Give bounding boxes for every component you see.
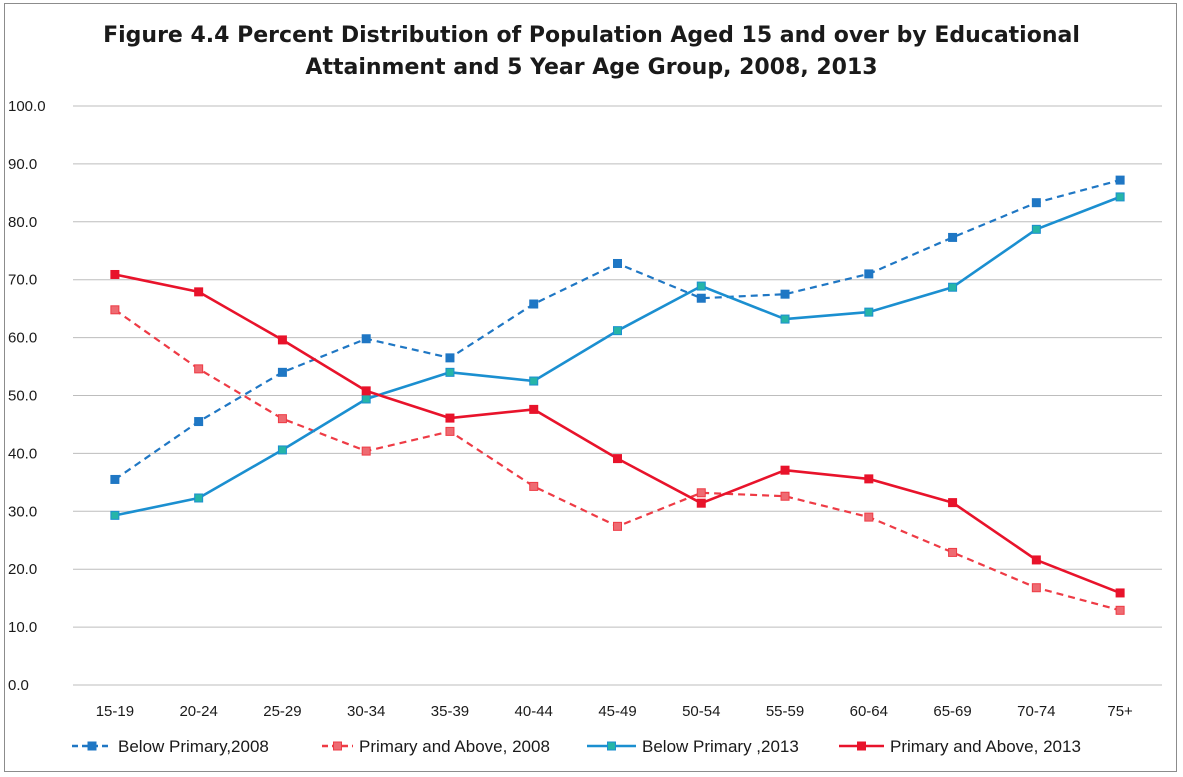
series-1-point — [948, 232, 958, 242]
x-tick-label: 70-74 — [1017, 703, 1055, 720]
series-2-point — [194, 364, 204, 374]
series-3-point — [613, 326, 622, 336]
x-tick-label: 60-64 — [850, 703, 888, 720]
y-tick-label: 0.0 — [8, 677, 29, 694]
series-3-point — [110, 510, 120, 520]
legend-label: Primary and Above, 2008 — [359, 737, 550, 756]
legend-marker — [87, 741, 97, 751]
series-1-point — [361, 334, 371, 344]
series-2-point — [613, 521, 622, 531]
legend-marker — [333, 741, 342, 751]
x-tick-label: 75+ — [1107, 703, 1133, 720]
series-line-3 — [114, 195, 1121, 517]
legend-marker — [607, 741, 616, 751]
series-1-point — [613, 258, 622, 268]
series-1-point — [696, 293, 706, 303]
y-tick-label: 70.0 — [8, 272, 37, 289]
series-1-point — [864, 269, 874, 279]
series-1-point — [194, 417, 204, 427]
series-1-point — [1115, 175, 1125, 185]
series-3-point — [529, 376, 539, 386]
x-tick-label: 50-54 — [682, 703, 720, 720]
series-4-point — [948, 498, 958, 508]
series-1-point — [1031, 198, 1041, 208]
series-4-point — [194, 287, 204, 297]
series-3-point — [948, 282, 958, 292]
y-tick-label: 60.0 — [8, 330, 37, 347]
series-2-point — [110, 305, 120, 315]
series-4-point — [780, 465, 790, 475]
series-2-point — [445, 426, 455, 436]
series-2-point — [529, 481, 539, 491]
series-2-point — [780, 491, 790, 501]
series-group — [110, 175, 1125, 615]
y-tick-label: 100.0 — [8, 98, 46, 115]
series-3-point — [277, 445, 287, 455]
series-4-point — [529, 404, 539, 414]
y-tick-label: 90.0 — [8, 156, 37, 173]
series-1-point — [445, 353, 455, 363]
legend: Below Primary,2008 Primary and Above, 200… — [72, 737, 1081, 756]
gridlines — [73, 105, 1162, 686]
series-4-point — [110, 269, 120, 279]
series-4-point — [277, 335, 287, 345]
x-tick-label: 55-59 — [766, 703, 804, 720]
series-1-point — [529, 299, 539, 309]
series-4-point — [696, 498, 706, 508]
series-2-point — [864, 512, 874, 522]
series-2-point — [1031, 583, 1041, 593]
legend-marker — [857, 741, 866, 751]
series-4-point — [1031, 555, 1041, 565]
series-1-point — [277, 367, 287, 377]
y-tick-label: 50.0 — [8, 388, 37, 405]
series-1-point — [110, 474, 120, 484]
y-axis: 0.0 10.0 20.0 30.0 40.0 50.0 60.0 70.0 80.0 90.0 1… — [8, 98, 46, 694]
x-tick-label: 35-39 — [431, 703, 469, 720]
y-tick-label: 30.0 — [8, 503, 37, 520]
y-tick-label: 10.0 — [8, 619, 37, 636]
series-3-point — [1031, 224, 1041, 234]
series-2-point — [1115, 605, 1125, 615]
series-4-point — [445, 413, 455, 423]
series-2-point — [696, 488, 706, 498]
series-3-point — [361, 394, 371, 404]
series-3-point — [194, 493, 204, 503]
y-tick-label: 40.0 — [8, 445, 37, 462]
x-axis: 15-19 20-24 25-29 30-34 35-39 40-44 45-49 50-54… — [96, 703, 1133, 720]
legend-label: Primary and Above, 2013 — [890, 737, 1081, 756]
series-2-point — [361, 446, 371, 456]
series-4-point — [864, 474, 874, 484]
x-tick-label: 15-19 — [96, 703, 134, 720]
x-tick-label: 25-29 — [263, 703, 301, 720]
x-tick-label: 45-49 — [598, 703, 636, 720]
series-4-point — [613, 454, 622, 464]
y-tick-label: 20.0 — [8, 561, 37, 578]
chart-title-line-2: Attainment and 5 Year Age Group, 2008, 2… — [305, 55, 878, 80]
x-tick-label: 20-24 — [179, 703, 217, 720]
series-3-point — [696, 281, 706, 291]
series-2-point — [277, 414, 287, 424]
series-2-point — [948, 547, 958, 557]
legend-label: Below Primary ,2013 — [642, 737, 799, 756]
x-tick-label: 65-69 — [933, 703, 971, 720]
x-tick-label: 30-34 — [347, 703, 385, 720]
series-4-point — [361, 386, 371, 396]
series-3-point — [445, 367, 455, 377]
chart-title: Figure 4.4 Percent Distribution of Popul… — [0, 20, 1183, 84]
chart-title-line-1: Figure 4.4 Percent Distribution of Popul… — [103, 23, 1080, 48]
series-1-point — [780, 289, 790, 299]
series-3-point — [780, 314, 790, 324]
y-tick-label: 80.0 — [8, 214, 37, 231]
x-tick-label: 40-44 — [515, 703, 553, 720]
series-3-point — [1115, 192, 1125, 202]
legend-label: Below Primary,2008 — [118, 737, 269, 756]
series-3-point — [864, 307, 874, 317]
series-line-4 — [114, 273, 1121, 595]
chart-frame — [4, 3, 1177, 772]
series-4-point — [1115, 588, 1125, 598]
